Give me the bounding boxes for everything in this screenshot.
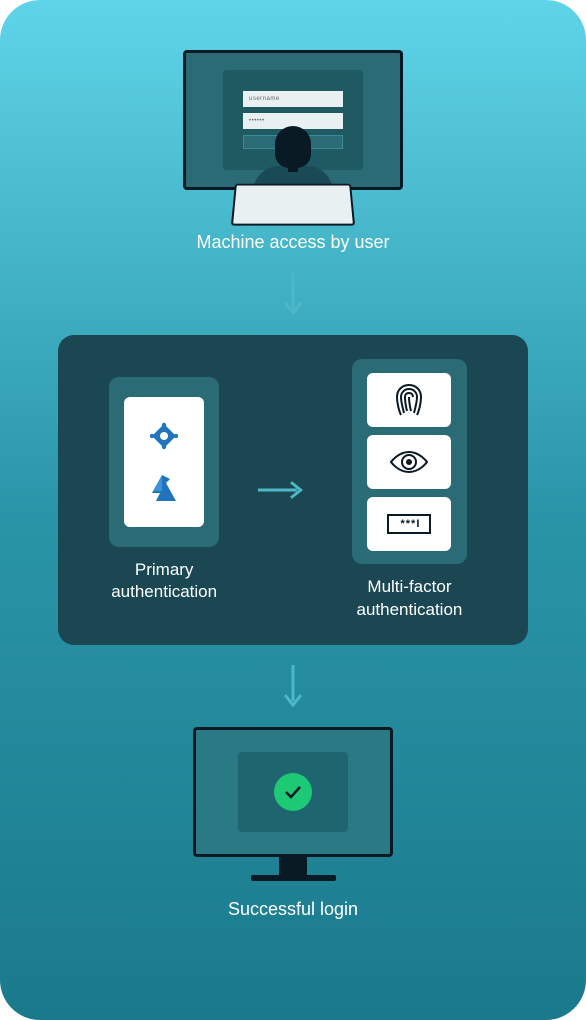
stage1-label: Machine access by user [196, 232, 389, 253]
mfa-label: Multi-factor authentication [315, 576, 504, 620]
pin-code-icon: ***I [387, 514, 431, 534]
username-field: username [243, 91, 343, 107]
eye-scan-icon [388, 449, 430, 475]
authentication-panel: Primary authentication [58, 335, 528, 645]
arrow-down-icon [281, 271, 305, 317]
arrow-down-icon [281, 663, 305, 709]
fingerprint-icon [392, 381, 426, 419]
user-silhouette [233, 126, 353, 226]
success-box [238, 752, 348, 832]
success-monitor [193, 727, 393, 857]
pin-code-card: ***I [367, 497, 451, 551]
success-check-icon [274, 773, 312, 811]
arrow-right-icon [256, 477, 305, 503]
laptop-icon [231, 184, 355, 226]
fingerprint-card [367, 373, 451, 427]
primary-auth-label: Primary authentication [82, 559, 246, 603]
eye-scan-card [367, 435, 451, 489]
azure-icon [146, 473, 182, 503]
mfa-column: ***I Multi-factor authentication [315, 359, 504, 620]
stage-user-access: username •••••• LOGIN Machine access by … [183, 50, 403, 253]
auth-flow-diagram: username •••••• LOGIN Machine access by … [0, 0, 586, 1020]
stage-success: Successful login [193, 727, 393, 920]
primary-auth-panel [109, 377, 219, 547]
stage3-label: Successful login [228, 899, 358, 920]
identity-provider-icon [146, 421, 182, 457]
primary-auth-card [124, 397, 204, 527]
primary-auth-column: Primary authentication [82, 377, 246, 603]
mfa-panel: ***I [352, 359, 467, 564]
